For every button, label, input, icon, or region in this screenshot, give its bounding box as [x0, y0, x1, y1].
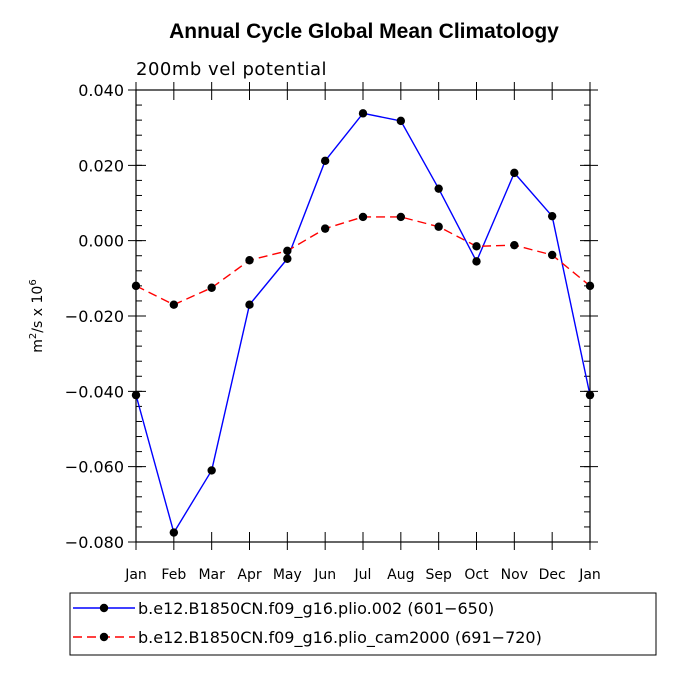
series-line — [135, 112, 591, 534]
x-tick-labels: Jan Feb Mar Apr May Jun Jul Aug Sep Oct Nov Dec Jan — [124, 567, 601, 583]
x-tick-label: Sep — [425, 567, 452, 583]
data-point — [396, 212, 406, 222]
data-point — [547, 250, 557, 260]
legend: b.e12.B1850CN.f09_g16.plio.002 (601−650)… — [69, 592, 657, 656]
minor-ticks — [136, 89, 590, 543]
data-point — [245, 256, 254, 265]
data-point — [169, 528, 179, 537]
x-tick-label: Nov — [501, 567, 528, 583]
x-tick-label: Oct — [464, 567, 489, 583]
x-tick-label: May — [273, 567, 302, 583]
series-layer — [131, 109, 595, 537]
data-point — [358, 109, 368, 118]
legend-marker-2 — [99, 632, 109, 642]
x-tick-label: Jul — [354, 567, 372, 583]
data-point — [207, 466, 216, 475]
data-point — [358, 212, 368, 222]
y-tick-label: −0.020 — [65, 307, 124, 326]
y-tick-label: 0.000 — [78, 232, 124, 251]
plot-frame — [135, 89, 591, 543]
data-point — [320, 156, 330, 166]
chart-subtitle: 200mb vel potential — [136, 59, 327, 80]
y-tick-label: 0.040 — [78, 81, 124, 100]
data-point — [245, 300, 254, 309]
data-point — [510, 240, 519, 250]
x-tick-label: Mar — [198, 567, 225, 583]
y-axis-label: m2/s x 106 — [28, 279, 46, 352]
y-axis-label-mid: /s x 10 — [30, 286, 46, 333]
series-1 — [131, 109, 595, 537]
x-tick-label: Feb — [161, 567, 186, 583]
legend-label-1: b.e12.B1850CN.f09_g16.plio.002 (601−650) — [138, 599, 494, 619]
x-tick-label: Jan — [578, 567, 601, 583]
legend-marker-1 — [99, 603, 109, 613]
data-point — [207, 283, 216, 292]
y-axis-label-sup1: 2 — [28, 333, 39, 339]
y-tick-label: −0.040 — [65, 382, 124, 401]
data-point — [434, 184, 443, 193]
series-line — [135, 216, 591, 306]
legend-box — [69, 592, 657, 656]
data-point — [283, 254, 292, 263]
y-axis-label-base: m — [30, 339, 46, 353]
series-2 — [131, 212, 595, 309]
x-tick-label: Jun — [313, 567, 336, 583]
x-tick-label: Apr — [237, 567, 261, 583]
chart-title: Annual Cycle Global Mean Climatology — [169, 20, 559, 43]
legend-label-2: b.e12.B1850CN.f09_g16.plio_cam2000 (691−… — [138, 628, 542, 648]
x-tick-label: Jan — [124, 567, 147, 583]
y-tick-label: −0.060 — [65, 458, 124, 477]
y-tick-labels: 0.040 0.020 0.000 −0.020 −0.040 −0.060 −0.080 — [65, 81, 124, 552]
data-point — [283, 246, 292, 256]
x-tick-label: Aug — [387, 567, 414, 583]
data-point — [396, 116, 406, 126]
data-point — [547, 211, 557, 221]
data-point — [472, 242, 481, 251]
data-point — [320, 224, 330, 233]
data-point — [510, 168, 519, 178]
y-tick-label: −0.080 — [65, 533, 124, 552]
major-ticks — [128, 82, 598, 550]
data-point — [472, 257, 481, 266]
x-tick-label: Dec — [539, 567, 566, 583]
data-point — [434, 222, 443, 231]
data-point — [169, 300, 179, 309]
y-axis-label-sup2: 6 — [28, 279, 39, 285]
y-tick-label: 0.020 — [78, 156, 124, 175]
